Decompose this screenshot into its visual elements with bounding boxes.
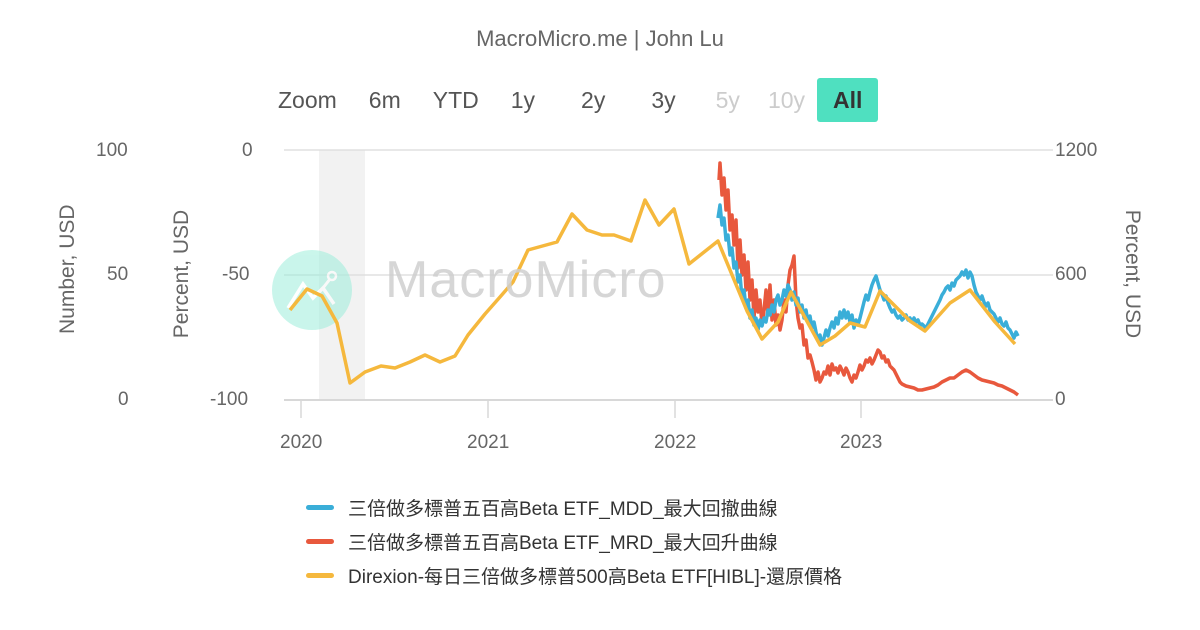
left-inner-tick-minus50: -50 bbox=[222, 264, 250, 285]
legend-item-mdd[interactable]: 三倍做多標普五百高Beta ETF_MDD_最大回撤曲線 bbox=[306, 490, 842, 524]
legend-swatch-mdd bbox=[306, 504, 334, 510]
legend: 三倍做多標普五百高Beta ETF_MDD_最大回撤曲線 三倍做多標普五百高Be… bbox=[306, 490, 842, 592]
range-button-3y[interactable]: 3y bbox=[651, 87, 676, 113]
range-button-10y: 10y bbox=[767, 87, 806, 113]
series-mdd-line bbox=[716, 203, 1020, 347]
range-button-1y[interactable]: 1y bbox=[510, 87, 536, 113]
legend-swatch-hibl bbox=[306, 572, 334, 578]
legend-item-hibl[interactable]: Direxion-每日三倍做多標普500高Beta ETF[HIBL]-還原價格 bbox=[306, 558, 842, 592]
range-button-ytd[interactable]: YTD bbox=[432, 87, 479, 113]
left-inner-tick-minus100: -100 bbox=[210, 389, 249, 410]
right-tick-0: 0 bbox=[1055, 389, 1066, 410]
left-inner-tick-0: 0 bbox=[242, 140, 253, 161]
range-selector: Zoom 6m YTD 1y 2y 3y 5y 10y All bbox=[278, 78, 894, 122]
legend-label-hibl: Direxion-每日三倍做多標普500高Beta ETF[HIBL]-還原價格 bbox=[348, 566, 843, 588]
left-outer-tick-50: 50 bbox=[107, 264, 129, 285]
x-tick-2021: 2021 bbox=[467, 432, 510, 453]
watermark-text: MacroMicro bbox=[385, 251, 667, 309]
series-mrd-line bbox=[717, 161, 1020, 397]
x-tick-2020: 2020 bbox=[280, 432, 323, 453]
range-button-6m[interactable]: 6m bbox=[368, 87, 401, 113]
x-tick-2022: 2022 bbox=[654, 432, 697, 453]
range-button-5y: 5y bbox=[715, 87, 740, 113]
legend-label-mdd: 三倍做多標普五百高Beta ETF_MDD_最大回撤曲線 bbox=[348, 498, 778, 520]
left-outer-tick-100: 100 bbox=[96, 140, 128, 161]
range-button-2y[interactable]: 2y bbox=[581, 87, 606, 113]
range-button-all[interactable]: All bbox=[817, 78, 879, 122]
legend-label-mrd: 三倍做多標普五百高Beta ETF_MRD_最大回升曲線 bbox=[348, 532, 778, 554]
right-tick-1200: 1200 bbox=[1055, 140, 1098, 161]
series-hibl-line bbox=[288, 198, 1017, 385]
left-outer-tick-0: 0 bbox=[118, 389, 129, 410]
legend-swatch-mrd bbox=[306, 538, 334, 544]
zoom-label: Zoom bbox=[278, 86, 337, 113]
chart-title: MacroMicro.me | John Lu bbox=[476, 26, 724, 51]
x-tick-2023: 2023 bbox=[840, 432, 883, 453]
legend-item-mrd[interactable]: 三倍做多標普五百高Beta ETF_MRD_最大回升曲線 bbox=[306, 524, 842, 558]
right-tick-600: 600 bbox=[1055, 264, 1087, 285]
